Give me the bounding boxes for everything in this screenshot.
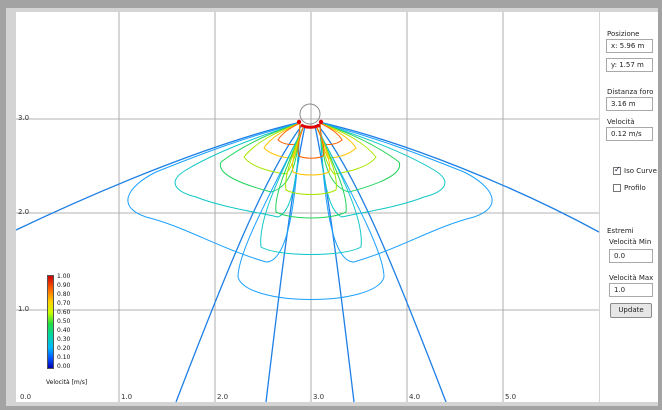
isoline-far-right: [318, 121, 599, 233]
profilo-checkbox[interactable]: Profilo: [613, 184, 646, 192]
isoline-far-left: [16, 121, 302, 231]
iso-curve-checkbox[interactable]: Iso Curve: [613, 165, 657, 175]
outer-isolines: [16, 121, 599, 402]
posizione-label: Posizione: [607, 30, 640, 38]
grid: [16, 12, 599, 402]
legend-value: 0.90: [57, 282, 71, 289]
iso-curve-label: Iso Curve: [624, 167, 657, 175]
isoline-inner-left: [265, 125, 306, 402]
central-plume-contours: [237, 127, 385, 300]
y-tick-2: 2.0: [18, 208, 30, 216]
distanza-label: Distanza foro: [607, 88, 654, 96]
legend-value: 0.20: [57, 345, 71, 352]
hole-circle: [299, 103, 321, 125]
right-lobe-contours: [319, 122, 493, 263]
velocity-plot[interactable]: 3.0 2.0 1.0 0.0 1.0 2.0 3.0 4.0 5.0: [16, 12, 599, 402]
control-panel: Posizione x: 5.96 m y: 1.57 m Distanza f…: [600, 12, 658, 402]
x-position-field[interactable]: x: 5.96 m: [606, 39, 653, 53]
y-tick-3: 3.0: [18, 114, 30, 122]
x-tick-4: 4.0: [409, 393, 421, 401]
profilo-check-box[interactable]: [613, 184, 621, 192]
velocita-field[interactable]: 0.12 m/s: [606, 127, 653, 141]
y-position-field[interactable]: y: 1.57 m: [606, 58, 653, 72]
legend-value: 0.70: [57, 300, 71, 307]
x-tick-2: 2.0: [217, 393, 229, 401]
legend-value: 0.00: [57, 363, 71, 370]
vel-max-label: Velocità Max: [609, 274, 654, 282]
x-tick-1: 1.0: [121, 393, 133, 401]
legend-value: 0.60: [57, 309, 71, 316]
isoline-mid-right: [316, 123, 447, 402]
legend-value: 1.00: [57, 273, 71, 280]
velocita-label: Velocità: [607, 118, 635, 126]
vel-min-label: Velocità Min: [609, 238, 652, 246]
legend-gradient-bar: [47, 275, 54, 369]
left-lobe-contours: [127, 122, 301, 263]
contour-canvas[interactable]: [16, 12, 599, 402]
vel-min-input[interactable]: 0.0: [609, 249, 653, 263]
legend-value: 0.30: [57, 336, 71, 343]
x-tick-0: 0.0: [20, 393, 32, 401]
distanza-field[interactable]: 3.16 m: [606, 97, 653, 111]
legend-value: 0.10: [57, 354, 71, 361]
legend-value: 0.40: [57, 327, 71, 334]
legend-value: 0.80: [57, 291, 71, 298]
hole-left-jet: [296, 119, 302, 125]
hole-right-jet: [318, 119, 324, 125]
profilo-label: Profilo: [624, 184, 646, 192]
estremi-label: Estremi: [607, 227, 634, 235]
y-tick-1: 1.0: [18, 305, 30, 313]
isoline-mid-left: [175, 123, 304, 402]
hole-outlet: [300, 123, 321, 129]
isoline-inner-right: [314, 125, 355, 402]
x-tick-3: 3.0: [313, 393, 325, 401]
legend-value: 0.50: [57, 318, 71, 325]
x-tick-5: 5.0: [505, 393, 517, 401]
update-button[interactable]: Update: [610, 303, 652, 318]
legend-title: Velocità [m/s]: [46, 379, 88, 386]
iso-curve-check-box[interactable]: [613, 165, 621, 175]
vel-max-input[interactable]: 1.0: [609, 283, 653, 297]
